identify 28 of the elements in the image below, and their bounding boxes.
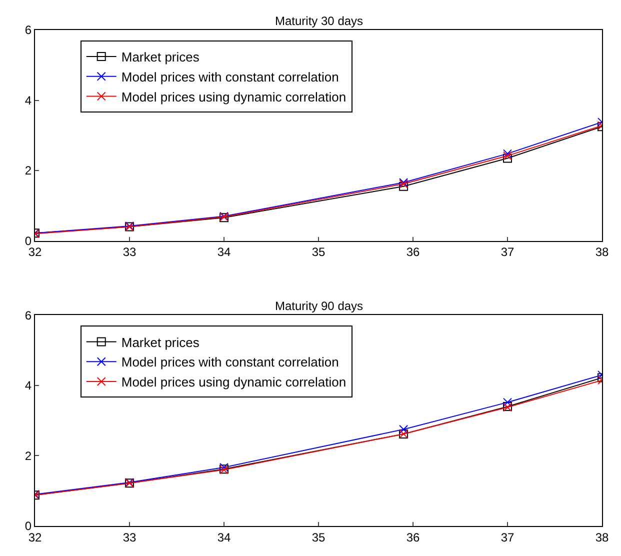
legend-label: Market prices: [121, 50, 200, 65]
y-tick-label: 6: [24, 308, 32, 322]
x-tick-label: 36: [406, 245, 420, 260]
x-tick-label: 36: [406, 530, 420, 544]
y-tick-label: 2: [24, 448, 32, 463]
chart-title: Maturity 30 days: [275, 14, 364, 28]
y-tick-label: 4: [24, 93, 32, 108]
x-tick-label: 37: [500, 245, 514, 260]
legend-label: Model prices with constant correlation: [121, 69, 339, 84]
chart-title: Maturity 90 days: [275, 299, 364, 313]
y-tick-label: 6: [24, 23, 32, 38]
x-tick-label: 33: [122, 245, 136, 260]
y-tick-label: 2: [24, 164, 32, 178]
x-tick-label: 38: [595, 530, 609, 544]
legend-label: Model prices with constant correlation: [121, 354, 339, 370]
x-tick-label: 35: [312, 245, 326, 260]
legend-label: Model prices using dynamic correlation: [121, 89, 346, 104]
x-tick-label: 34: [217, 530, 231, 544]
y-tick-label: 4: [24, 378, 32, 393]
x-tick-label: 37: [500, 530, 514, 544]
x-tick-label: 35: [312, 530, 326, 544]
x-tick-label: 38: [595, 245, 609, 260]
legend-label: Market prices: [121, 334, 200, 350]
x-tick-label: 32: [28, 245, 42, 260]
y-tick-label: 0: [24, 234, 32, 248]
x-tick-label: 34: [217, 245, 231, 260]
x-tick-label: 33: [122, 530, 136, 544]
legend-label: Model prices using dynamic correlation: [121, 374, 346, 390]
